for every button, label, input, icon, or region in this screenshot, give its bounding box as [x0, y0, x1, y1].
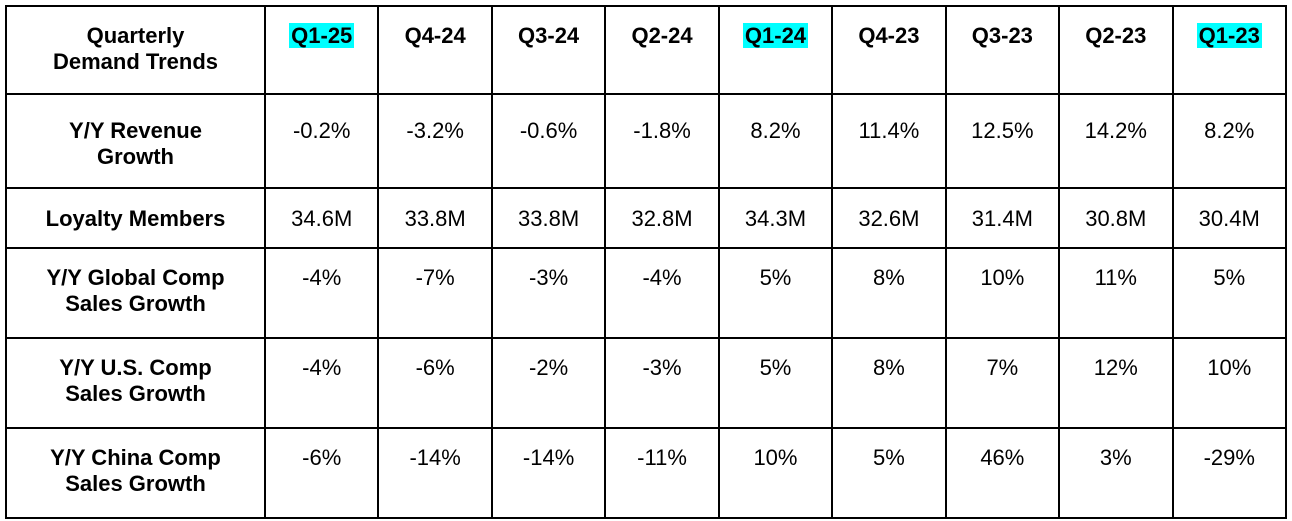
table-cell: -4% — [263, 247, 380, 339]
column-header-cell: Q3-24 — [490, 5, 607, 95]
table-row-us-comp-sales: Y/Y U.S. Comp Sales Growth -4% -6% -2% -… — [5, 337, 1287, 429]
table-cell: 10% — [944, 247, 1061, 339]
table-cell: -0.2% — [263, 93, 380, 189]
row-label-line-2: Sales Growth — [65, 291, 206, 316]
row-label-cell: Y/Y Revenue Growth — [5, 93, 266, 189]
table-cell: 14.2% — [1058, 93, 1174, 189]
row-label-cell: Y/Y China Comp Sales Growth — [5, 427, 266, 519]
column-header-label: Q3-24 — [518, 23, 580, 48]
row-label-line-2: Sales Growth — [65, 381, 206, 406]
table-cell: -6% — [263, 427, 380, 519]
table-cell: 32.8M — [604, 187, 720, 249]
table-row-loyalty-members: Loyalty Members 34.6M 33.8M 33.8M 32.8M … — [5, 187, 1287, 249]
column-header-cell: Q2-23 — [1058, 5, 1174, 95]
column-header-label: Q1-24 — [742, 23, 809, 48]
quarterly-demand-trends-table: Quarterly Demand Trends Q1-25 Q4-24 Q3-2… — [5, 5, 1287, 519]
table-cell: 8% — [831, 247, 947, 339]
table-cell: -14% — [490, 427, 607, 519]
table-cell: -11% — [604, 427, 720, 519]
row-label-line-1: Y/Y Revenue — [69, 118, 202, 143]
table-cell: 11% — [1058, 247, 1174, 339]
table-cell: 8.2% — [717, 93, 834, 189]
corner-header-cell: Quarterly Demand Trends — [5, 5, 266, 95]
table-cell: -2% — [490, 337, 607, 429]
row-label-line-1: Y/Y China Comp — [50, 445, 221, 470]
table-cell: 34.3M — [717, 187, 834, 249]
table-cell: 30.4M — [1171, 187, 1287, 249]
row-label-line-1: Y/Y U.S. Comp — [59, 355, 212, 380]
table-cell: 31.4M — [944, 187, 1061, 249]
row-label-line-1: Loyalty Members — [45, 206, 226, 231]
table-row-china-comp-sales: Y/Y China Comp Sales Growth -6% -14% -14… — [5, 427, 1287, 519]
table-cell: -3.2% — [377, 93, 493, 189]
table-cell: 5% — [717, 247, 834, 339]
column-header-label: Q3-23 — [971, 23, 1033, 48]
table-cell: 8.2% — [1171, 93, 1287, 189]
table-cell: 7% — [944, 337, 1061, 429]
header-row: Quarterly Demand Trends Q1-25 Q4-24 Q3-2… — [5, 5, 1287, 95]
column-header-cell: Q2-24 — [604, 5, 720, 95]
table-cell: 8% — [831, 337, 947, 429]
column-header-cell: Q1-25 — [263, 5, 380, 95]
column-header-cell: Q3-23 — [944, 5, 1061, 95]
table-cell: 33.8M — [377, 187, 493, 249]
table-row-global-comp-sales: Y/Y Global Comp Sales Growth -4% -7% -3%… — [5, 247, 1287, 339]
table-cell: -3% — [604, 337, 720, 429]
table-cell: -0.6% — [490, 93, 607, 189]
table-cell: 10% — [1171, 337, 1287, 429]
table-cell: -4% — [263, 337, 380, 429]
table-cell: 5% — [831, 427, 947, 519]
column-header-label: Q1-25 — [289, 23, 355, 48]
table-cell: -6% — [377, 337, 493, 429]
table-cell: 5% — [717, 337, 834, 429]
table-cell: 12.5% — [944, 93, 1061, 189]
table-cell: 12% — [1058, 337, 1174, 429]
table-row-revenue-growth: Y/Y Revenue Growth -0.2% -3.2% -0.6% -1.… — [5, 93, 1287, 189]
corner-label-line-1: Quarterly — [86, 23, 185, 48]
column-header-cell: Q4-24 — [377, 5, 493, 95]
table-cell: -1.8% — [604, 93, 720, 189]
row-label-cell: Y/Y Global Comp Sales Growth — [5, 247, 266, 339]
table-cell: -3% — [490, 247, 607, 339]
column-header-label: Q4-24 — [404, 23, 466, 48]
column-header-cell: Q1-24 — [717, 5, 834, 95]
column-header-cell: Q1-23 — [1171, 5, 1287, 95]
table-cell: -29% — [1171, 427, 1287, 519]
table-cell: -14% — [377, 427, 493, 519]
corner-label-line-2: Demand Trends — [52, 49, 219, 74]
table-cell: 5% — [1171, 247, 1287, 339]
column-header-label: Q2-24 — [631, 23, 693, 48]
row-label-line-1: Y/Y Global Comp — [46, 265, 225, 290]
row-label-cell: Loyalty Members — [5, 187, 266, 249]
table-cell: 33.8M — [490, 187, 607, 249]
table-cell: 32.6M — [831, 187, 947, 249]
row-label-line-2: Sales Growth — [65, 471, 206, 496]
row-label-cell: Y/Y U.S. Comp Sales Growth — [5, 337, 266, 429]
column-header-label: Q2-23 — [1085, 23, 1147, 48]
table-cell: -4% — [604, 247, 720, 339]
table-cell: 11.4% — [831, 93, 947, 189]
column-header-label: Q4-23 — [858, 23, 920, 48]
table-cell: -7% — [377, 247, 493, 339]
row-label-line-2: Growth — [97, 144, 174, 169]
table-cell: 3% — [1058, 427, 1174, 519]
table-cell: 34.6M — [263, 187, 380, 249]
column-header-label: Q1-23 — [1196, 23, 1262, 48]
table-cell: 46% — [944, 427, 1061, 519]
table-cell: 30.8M — [1058, 187, 1174, 249]
table-cell: 10% — [717, 427, 834, 519]
column-header-cell: Q4-23 — [831, 5, 947, 95]
